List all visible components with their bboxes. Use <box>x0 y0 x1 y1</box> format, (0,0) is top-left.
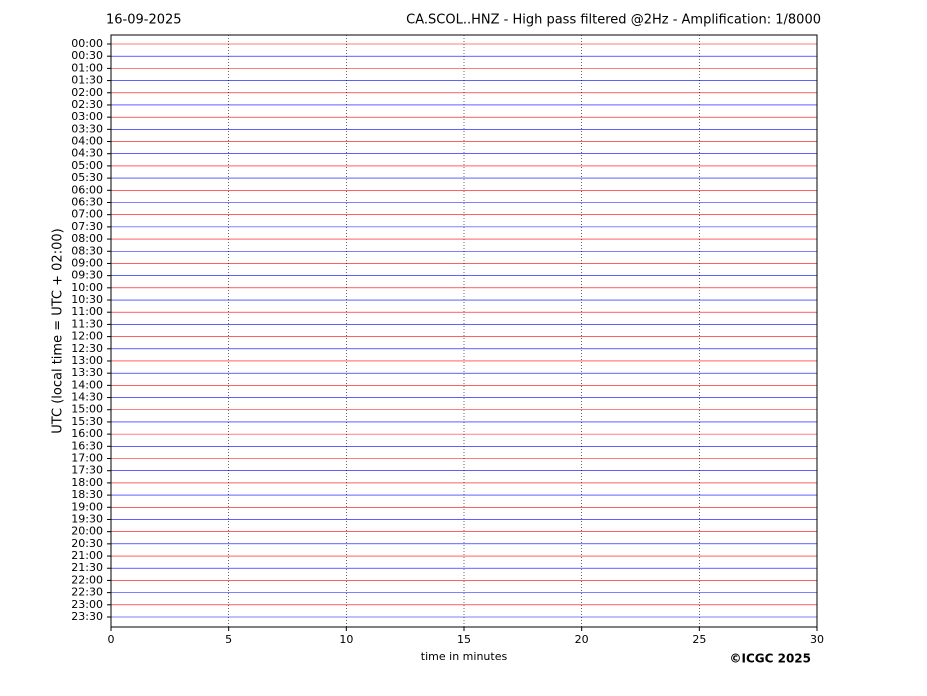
y-tick-label: 03:30 <box>71 122 103 135</box>
y-tick-label: 00:00 <box>71 37 103 50</box>
y-tick-label: 01:30 <box>71 74 103 87</box>
chart-title: CA.SCOL..HNZ - High pass filtered @2Hz -… <box>406 13 821 28</box>
y-tick-label: 18:00 <box>71 476 103 489</box>
y-tick-label: 07:00 <box>71 208 103 221</box>
y-tick-label: 03:00 <box>71 110 103 123</box>
x-tick-label: 10 <box>339 633 353 646</box>
y-tick-label: 01:00 <box>71 61 103 74</box>
y-tick-label: 05:00 <box>71 159 103 172</box>
y-tick-label: 13:30 <box>71 366 103 379</box>
x-tick-label: 0 <box>108 633 115 646</box>
y-tick-label: 17:00 <box>71 452 103 465</box>
y-tick-label: 06:30 <box>71 195 103 208</box>
y-tick-label: 04:00 <box>71 135 103 148</box>
copyright: ©ICGC 2025 <box>729 652 811 666</box>
y-tick-label: 16:30 <box>71 439 103 452</box>
y-tick-label: 21:30 <box>71 561 103 574</box>
y-tick-label: 09:30 <box>71 269 103 282</box>
x-axis-label: time in minutes <box>421 650 508 663</box>
y-tick-label: 14:00 <box>71 378 103 391</box>
y-tick-label: 16:00 <box>71 427 103 440</box>
y-tick-label: 08:00 <box>71 232 103 245</box>
y-tick-label: 08:30 <box>71 244 103 257</box>
y-tick-label: 09:00 <box>71 256 103 269</box>
y-tick-label: 13:00 <box>71 354 103 367</box>
x-tick-label: 25 <box>692 633 706 646</box>
y-tick-label: 19:00 <box>71 500 103 513</box>
y-tick-label: 12:00 <box>71 330 103 343</box>
y-tick-label: 14:30 <box>71 391 103 404</box>
y-tick-label: 07:30 <box>71 220 103 233</box>
y-tick-label: 20:00 <box>71 525 103 538</box>
y-tick-label: 21:00 <box>71 549 103 562</box>
y-tick-label: 04:30 <box>71 147 103 160</box>
y-tick-label: 02:00 <box>71 86 103 99</box>
y-tick-label: 10:30 <box>71 293 103 306</box>
y-tick-label: 19:30 <box>71 512 103 525</box>
y-tick-label: 12:30 <box>71 342 103 355</box>
y-tick-label: 17:30 <box>71 464 103 477</box>
y-tick-label: 15:00 <box>71 403 103 416</box>
plot-frame <box>110 34 818 628</box>
y-tick-label: 20:30 <box>71 537 103 550</box>
y-tick-label: 00:30 <box>71 49 103 62</box>
x-tick-label: 20 <box>575 633 589 646</box>
y-tick-label: 22:30 <box>71 586 103 599</box>
x-tick-label: 30 <box>810 633 824 646</box>
y-tick-label: 11:30 <box>71 317 103 330</box>
y-tick-label: 02:30 <box>71 98 103 111</box>
y-axis-label: UTC (local time = UTC + 02:00) <box>51 228 66 433</box>
y-tick-label: 18:30 <box>71 488 103 501</box>
y-tick-label: 23:00 <box>71 598 103 611</box>
y-tick-label: 15:30 <box>71 415 103 428</box>
y-tick-label: 11:00 <box>71 305 103 318</box>
y-tick-label: 23:30 <box>71 610 103 623</box>
y-tick-label: 22:00 <box>71 573 103 586</box>
x-tick-label: 5 <box>225 633 232 646</box>
date: 16-09-2025 <box>106 13 182 28</box>
x-tick-label: 15 <box>457 633 471 646</box>
y-tick-label: 06:00 <box>71 183 103 196</box>
y-tick-label: 05:30 <box>71 171 103 184</box>
y-tick-label: 10:00 <box>71 281 103 294</box>
